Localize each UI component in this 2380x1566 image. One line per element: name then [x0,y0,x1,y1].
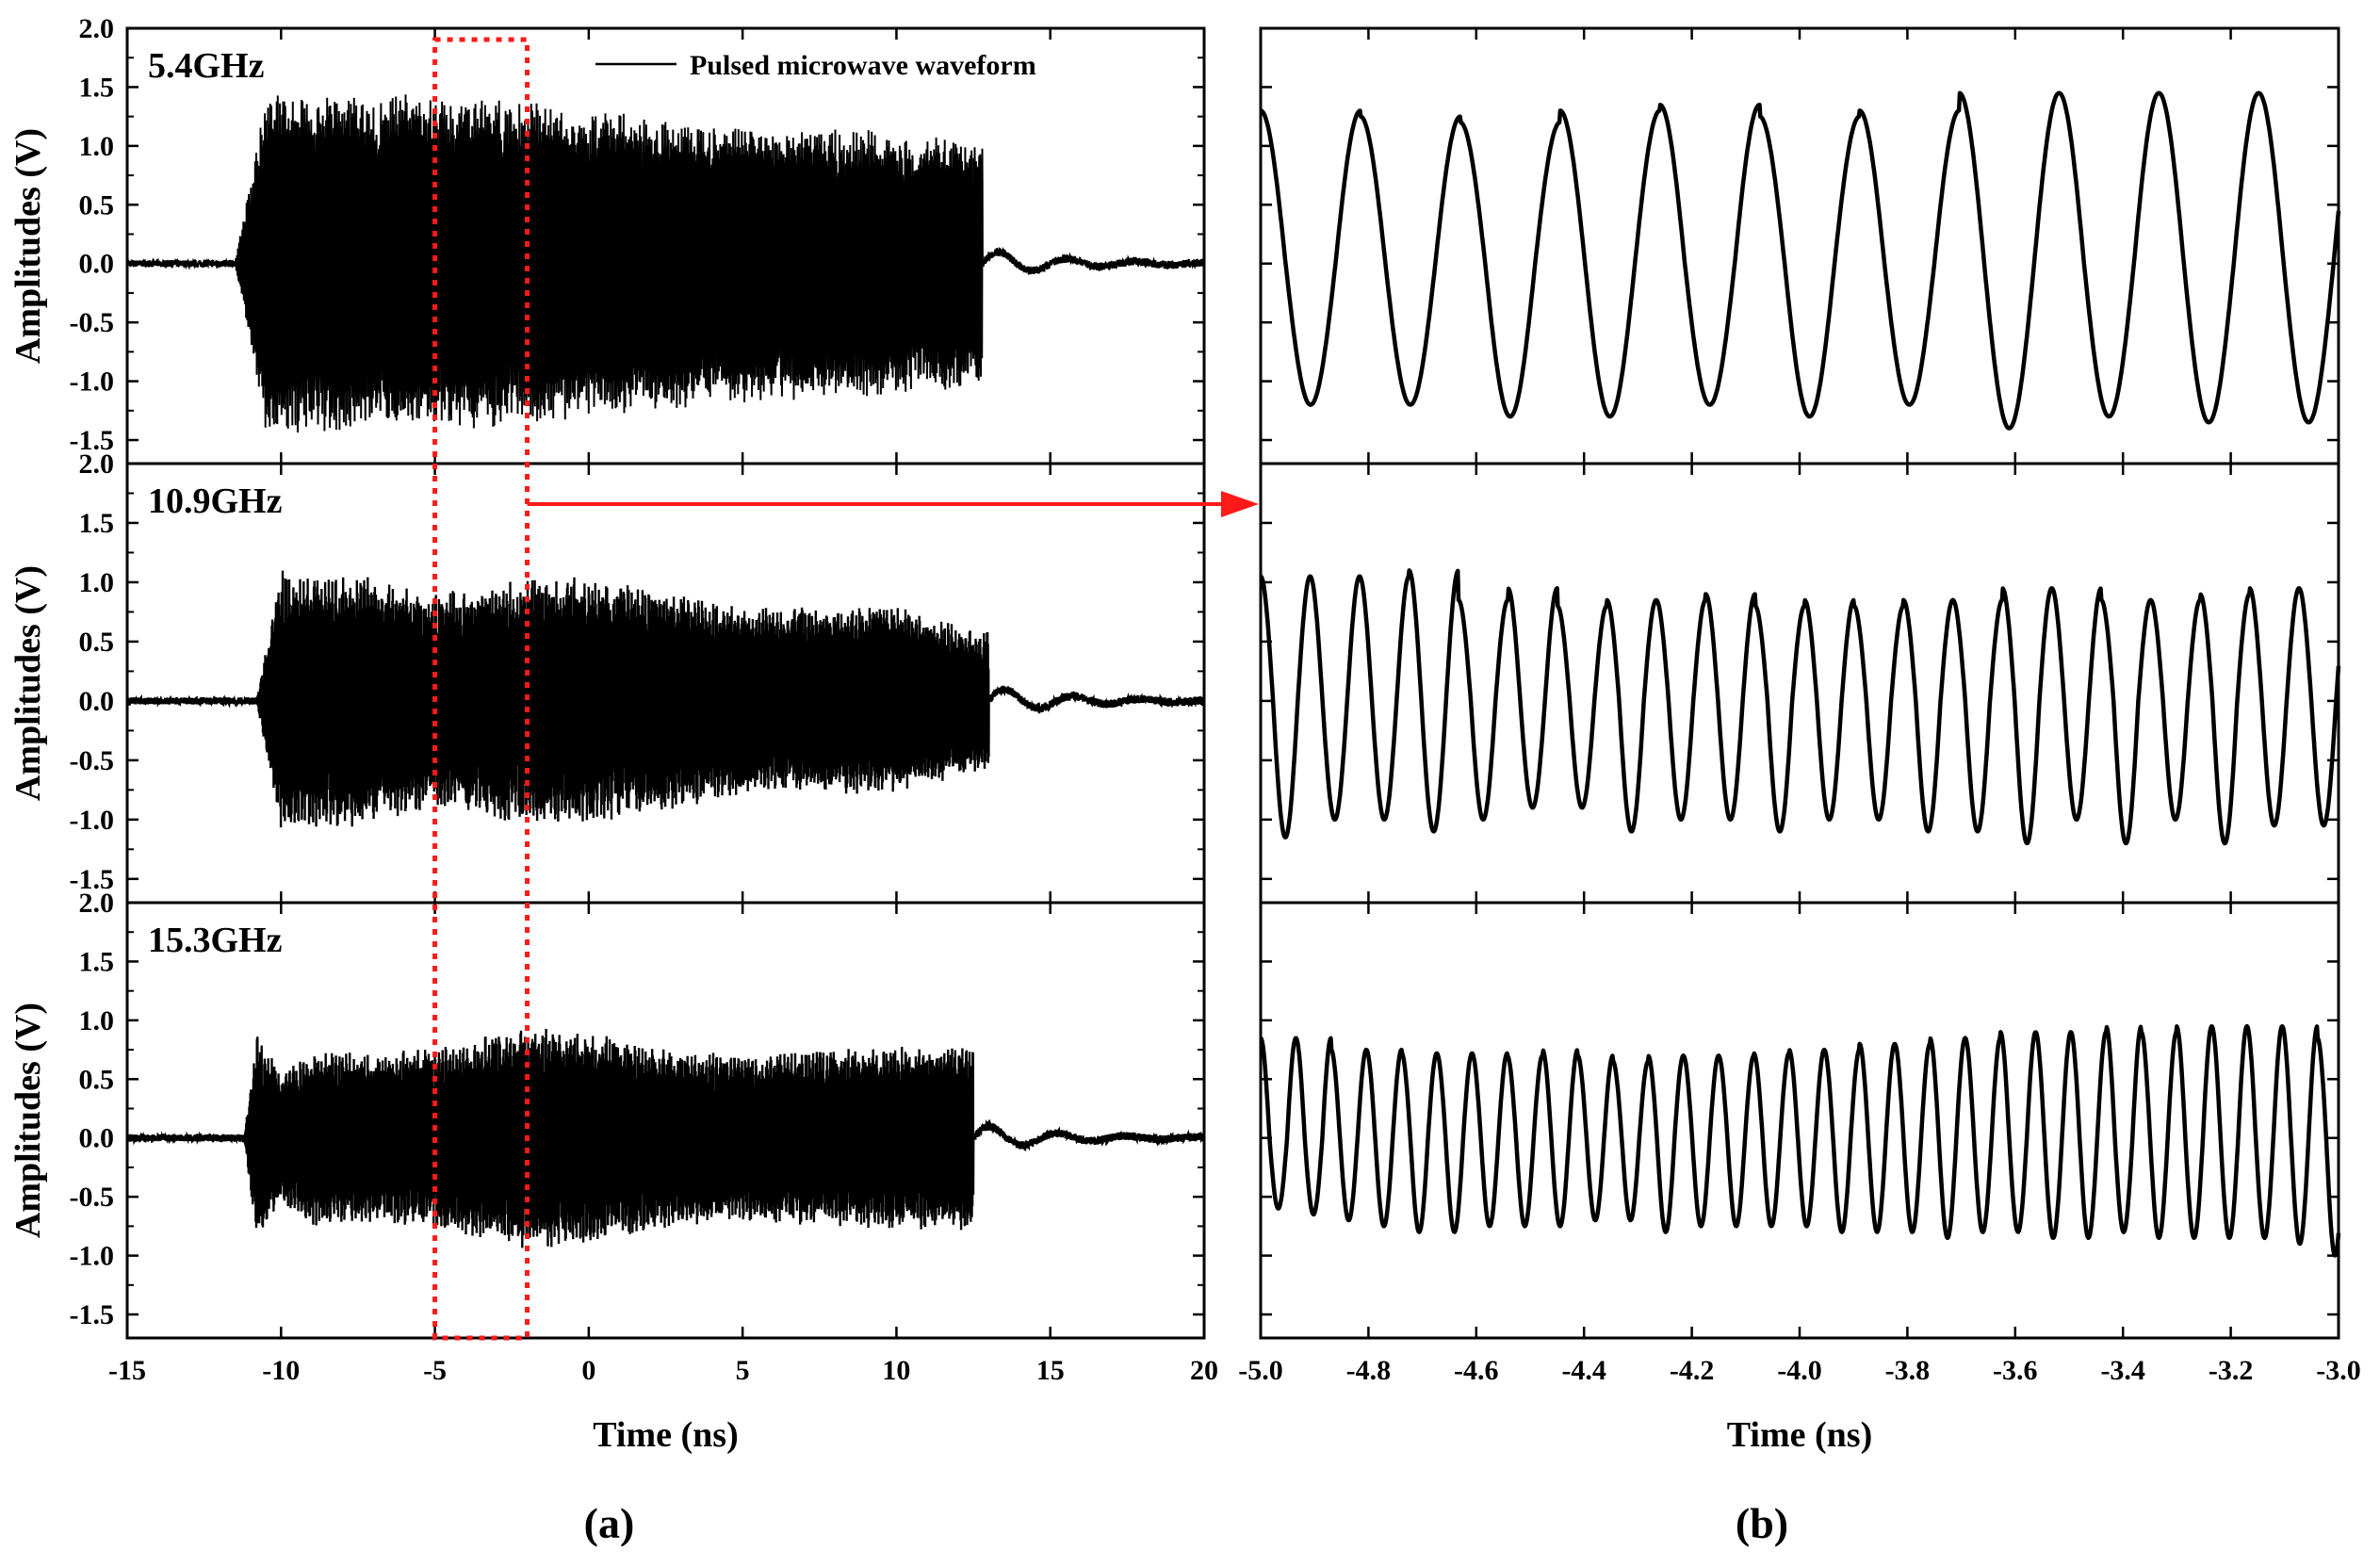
subplot-label-10.9GHz: 10.9GHz [148,481,283,521]
legend-entry: Pulsed microwave waveform [690,50,1036,81]
y-tick-label: 1.0 [79,567,115,598]
x-tick-label: 0 [581,1355,595,1386]
y-tick-label: -0.5 [70,745,115,776]
x-tick-label: -3.6 [1993,1355,2038,1386]
y-tick-label: -0.5 [70,307,115,338]
y-tick-label: 2.0 [79,888,115,919]
x-tick-label: -10 [262,1355,300,1386]
x-tick-label: 10 [882,1355,910,1386]
y-tick-label: 1.0 [79,1005,115,1036]
x-tick-label: -4.8 [1346,1355,1392,1386]
x-tick-label: -4.0 [1777,1355,1822,1386]
caption-b: (b) [1736,1499,1788,1547]
y-tick-label: 0.0 [79,686,115,717]
caption-a: (a) [584,1499,635,1547]
waveform-trace-5.4GHz [126,94,1205,433]
zoom-window-box [432,37,530,1341]
y-tick-label: 2.0 [79,13,115,44]
y-tick-label: 1.5 [79,72,115,103]
zoomed-trace-15.3GHz [1259,1023,2341,1258]
y-axis-label: Amplitudes (V) [8,128,48,364]
y-tick-label: 1.0 [79,131,115,162]
y-tick-label: 0.5 [79,1064,115,1095]
x-tick-label: -4.2 [1670,1355,1715,1386]
zoomed-trace-5.4GHz [1259,90,2341,431]
plot-frame [125,901,1206,1340]
x-tick-label: 20 [1190,1355,1218,1386]
x-tick-label: -3.0 [2316,1355,2361,1386]
panel-a-subplot-2: 2.0 1.5 1.0 0.5 0.0 -0.5 -1.0 -1.5 10.9GHz Amplit… [8,449,1206,905]
panel-b-subplot-2 [1259,462,2341,905]
x-tick-label: -3.2 [2209,1355,2254,1386]
y-tick-label: 1.5 [79,946,115,977]
x-tick-label: -4.4 [1561,1355,1606,1386]
x-tick-label: -5.0 [1238,1355,1283,1386]
subplot-label-15.3GHz: 15.3GHz [148,921,283,960]
y-axis-label: Amplitudes (V) [8,1003,48,1238]
zoomed-trace-10.9GHz [1259,568,2341,846]
waveform-trace-15.3GHz [125,1028,1206,1248]
panel-b-subplot-1 [1259,26,2341,465]
y-tick-label: 0.0 [79,1123,115,1154]
y-tick-label: -1.0 [70,367,115,398]
waveform-trace-10.9GHz [125,570,1206,828]
y-tick-label: -1.0 [70,805,115,836]
y-tick-label: 2.0 [79,449,115,480]
y-tick-label: -1.0 [70,1241,115,1272]
x-tick-label: -3.4 [2100,1355,2145,1386]
x-axis-label-a: Time (ns) [593,1415,738,1455]
y-tick-label: -1.5 [70,864,115,895]
x-tick-label: -3.8 [1885,1355,1931,1386]
x-tick-label: -4.6 [1454,1355,1499,1386]
y-tick-label: 0.0 [79,249,115,280]
subplot-label-5.4GHz: 5.4GHz [148,46,265,86]
y-tick-label: 1.5 [79,508,115,539]
x-tick-label: 5 [736,1355,750,1386]
plot-frame [1259,901,2340,1340]
y-tick-label: 0.5 [79,189,115,220]
y-tick-label: -0.5 [70,1182,115,1213]
y-tick-label: 0.5 [79,627,115,658]
y-tick-label: -1.5 [70,425,115,456]
zoom-arrow-head [1221,491,1259,517]
x-tick-label: 15 [1036,1355,1065,1386]
y-tick-label: -1.5 [70,1299,115,1330]
y-axis-label: Amplitudes (V) [8,565,48,801]
panel-b-subplot-3 [1259,901,2341,1340]
x-tick-label: -5 [423,1355,447,1386]
panel-a-subplot-3: 2.0 1.5 1.0 0.5 0.0 -0.5 -1.0 -1.5 15.3GHz Amplit… [8,888,1206,1340]
x-axis-label-b: Time (ns) [1727,1415,1872,1455]
x-tick-label: -15 [108,1355,146,1386]
